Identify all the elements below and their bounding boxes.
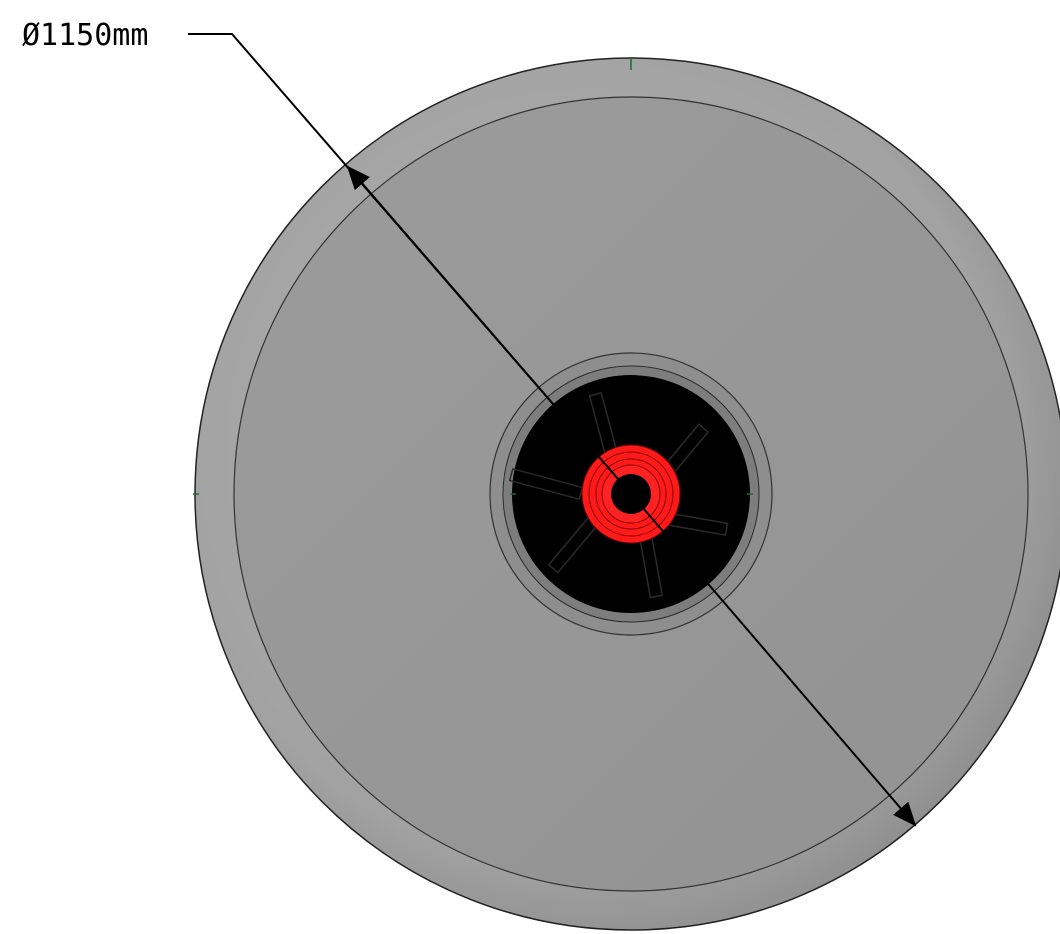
core-ring-line [588,451,674,537]
hub [489,352,773,636]
spoke [508,467,584,501]
hub-spokes [508,391,729,599]
dimension-arrow-upper [346,165,632,495]
dimension-label: Ø1150mm [22,18,148,53]
axis-marks [193,57,753,495]
dimension-arrow-lower [630,493,917,827]
diameter-dimension: Ø1150mm [22,18,917,827]
core-ring-line [595,458,667,530]
